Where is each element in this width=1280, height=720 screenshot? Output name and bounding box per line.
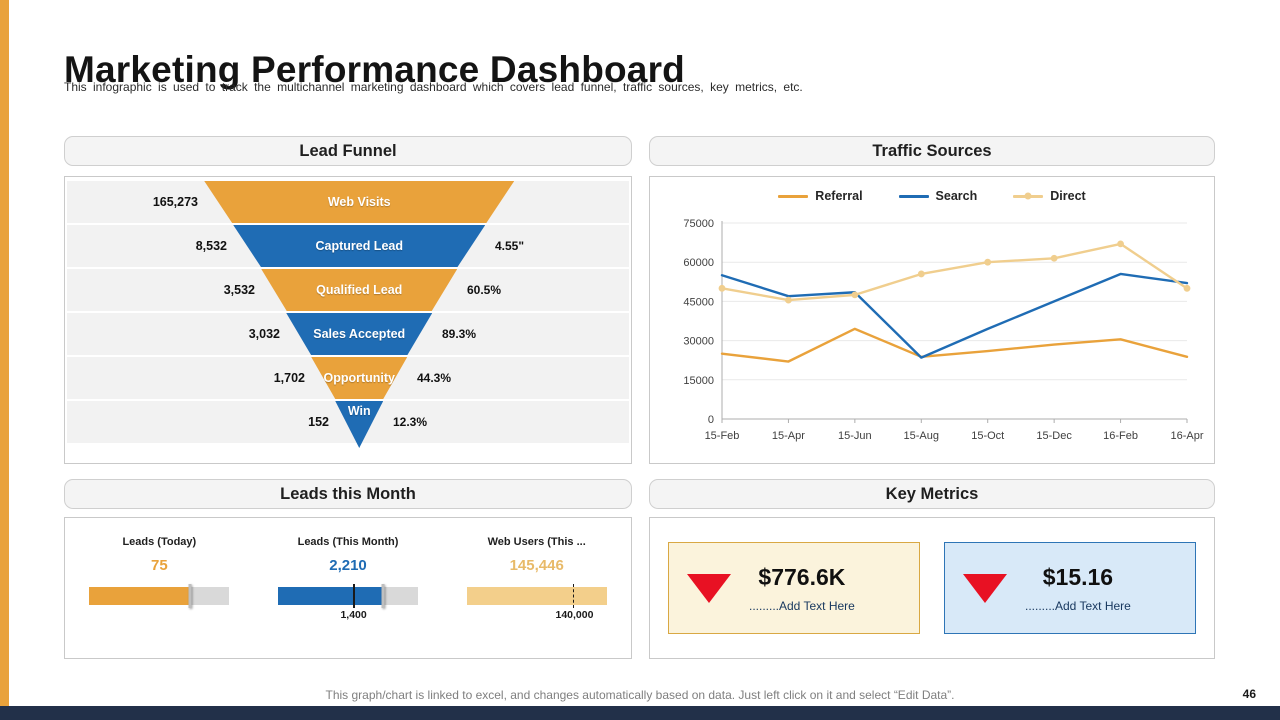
traffic-sources-header: Traffic Sources [649, 136, 1215, 166]
down-triangle-icon [687, 573, 731, 603]
svg-text:30000: 30000 [683, 336, 714, 348]
funnel-stage-shape: Qualified Lead [261, 269, 458, 311]
legend-item-direct: Direct [1013, 189, 1086, 203]
bullet-leads-today: Leads (Today) 75 [65, 536, 254, 658]
traffic-line-chart-plot: 0 15000 30000 45000 60000 75000 15-Feb 15-Apr 15… [683, 218, 1203, 442]
funnel-stage-row: 165,273 Web Visits [67, 181, 629, 223]
bullet-value: 75 [150, 557, 168, 574]
legend-label: Referral [815, 189, 863, 203]
bullet-target-marker [352, 584, 355, 608]
funnel-stage-rate: 44.3% [417, 371, 452, 385]
bullet-target-marker [573, 584, 575, 608]
kpi-note: .........Add Text Here [1025, 598, 1131, 613]
funnel-stage-value: 152 [308, 415, 329, 429]
bottom-accent-bar [0, 706, 1280, 720]
bullet-thumb [188, 584, 192, 608]
svg-text:45000: 45000 [683, 296, 714, 308]
key-metrics-header: Key Metrics [649, 479, 1215, 509]
page-number: 46 [1242, 687, 1256, 701]
svg-text:15-Dec: 15-Dec [1036, 430, 1072, 442]
legend-label: Search [935, 189, 978, 203]
kpi-text: $776.6K .........Add Text Here [749, 564, 855, 613]
funnel-stage-rate: 4.55" [495, 239, 525, 253]
funnel-stage-rate: 12.3% [393, 415, 428, 429]
svg-text:15-Aug: 15-Aug [904, 430, 939, 442]
bullet-value: 145,446 [509, 557, 564, 574]
bullet-target-label: 1,400 [340, 609, 367, 621]
kpi-text: $15.16 .........Add Text Here [1025, 564, 1131, 613]
bullet-label: Web Users (This ... [487, 536, 586, 548]
bullet-target-label: 140,000 [555, 609, 594, 621]
funnel-stage-rate: 89.3% [442, 327, 477, 341]
bullet-fill [278, 587, 383, 605]
lead-funnel-header: Lead Funnel [64, 136, 632, 166]
bullet-track [89, 584, 230, 608]
legend-line-swatch [1013, 192, 1044, 200]
bullet-fill [89, 587, 191, 605]
funnel-stage-row: 8,532 Captured Lead 4.55" [67, 225, 629, 267]
leads-month-header: Leads this Month [64, 479, 632, 509]
accent-strip [0, 0, 9, 706]
lead-funnel-chart[interactable]: 165,273 Web Visits 8,532 Captured Lead 4… [64, 176, 632, 464]
legend-marker-dot [1024, 192, 1032, 200]
funnel-stage-value: 3,532 [223, 283, 255, 297]
funnel-stage-shape: Win [335, 401, 384, 448]
funnel-stage-shape: Opportunity [311, 357, 408, 399]
legend-item-referral: Referral [778, 189, 863, 203]
funnel-stage-value: 165,273 [152, 195, 198, 209]
bullet-track: 1,400 [278, 584, 418, 621]
bullet-track: 140,000 [466, 584, 607, 621]
bullet-fill [466, 587, 607, 605]
funnel-stage-row: 3,532 Qualified Lead 60.5% [67, 269, 629, 311]
traffic-sources-title: Traffic Sources [872, 141, 992, 160]
bullet-web-users: Web Users (This ... 145,446 140,000 [442, 536, 631, 658]
funnel-stage-rate: 60.5% [467, 283, 502, 297]
svg-text:0: 0 [708, 414, 714, 426]
key-metrics-title: Key Metrics [885, 484, 979, 503]
funnel-stage-shape: Captured Lead [233, 225, 486, 267]
legend-label: Direct [1050, 189, 1086, 203]
svg-text:15-Oct: 15-Oct [971, 430, 1004, 442]
svg-text:16-Apr: 16-Apr [1170, 430, 1203, 442]
svg-text:75000: 75000 [683, 218, 714, 230]
bullet-label: Leads (Today) [122, 536, 197, 548]
kpi-value: $776.6K [758, 563, 846, 590]
funnel-stage-row: 152 Win 12.3% [67, 401, 629, 448]
funnel-stage-row: 1,702 Opportunity 44.3% [67, 357, 629, 399]
lead-funnel-title: Lead Funnel [299, 141, 397, 160]
legend-line-swatch [898, 194, 929, 198]
funnel-stage-value: 1,702 [273, 371, 305, 385]
page-title: Marketing Performance Dashboard [64, 48, 685, 90]
funnel-stage-value: 3,032 [248, 327, 280, 341]
funnel-stage-row: 3,032 Sales Accepted 89.3% [67, 313, 629, 355]
down-triangle-icon [963, 573, 1007, 603]
svg-text:16-Feb: 16-Feb [1103, 430, 1138, 442]
bullet-thumb [381, 584, 385, 608]
svg-text:15000: 15000 [683, 375, 714, 387]
funnel-stage-shape: Web Visits [204, 181, 515, 223]
svg-text:15-Apr: 15-Apr [772, 430, 805, 442]
chart-legend: Referral Search Direct [650, 189, 1214, 203]
kpi-card-cost: $15.16 .........Add Text Here [944, 542, 1196, 634]
legend-line-swatch [778, 194, 809, 198]
funnel-stage-value: 8,532 [195, 239, 227, 253]
bullet-label: Leads (This Month) [297, 536, 399, 548]
svg-text:60000: 60000 [683, 257, 714, 269]
traffic-sources-chart[interactable]: Referral Search Direct 0 15000 30000 45000 600… [649, 176, 1215, 464]
legend-item-search: Search [898, 189, 978, 203]
kpi-value: $15.16 [1042, 563, 1114, 590]
bullet-value: 2,210 [329, 557, 367, 574]
kpi-note: .........Add Text Here [749, 598, 855, 613]
footer-note: This graph/chart is linked to excel, and… [325, 688, 955, 702]
leads-month-title: Leads this Month [280, 484, 416, 503]
kpi-card-revenue: $776.6K .........Add Text Here [668, 542, 920, 634]
key-metrics-chart[interactable]: $776.6K .........Add Text Here $15.16 ..… [649, 517, 1215, 659]
leads-month-chart[interactable]: Leads (Today) 75 Leads (This Month) 2,21… [64, 517, 632, 659]
svg-text:15-Jun: 15-Jun [838, 430, 872, 442]
page-subtitle: This infographic is used to track the mu… [64, 80, 803, 94]
svg-text:15-Feb: 15-Feb [705, 430, 740, 442]
funnel-stage-shape: Sales Accepted [286, 313, 433, 355]
bullet-leads-this-month: Leads (This Month) 2,210 1,400 [254, 536, 443, 658]
